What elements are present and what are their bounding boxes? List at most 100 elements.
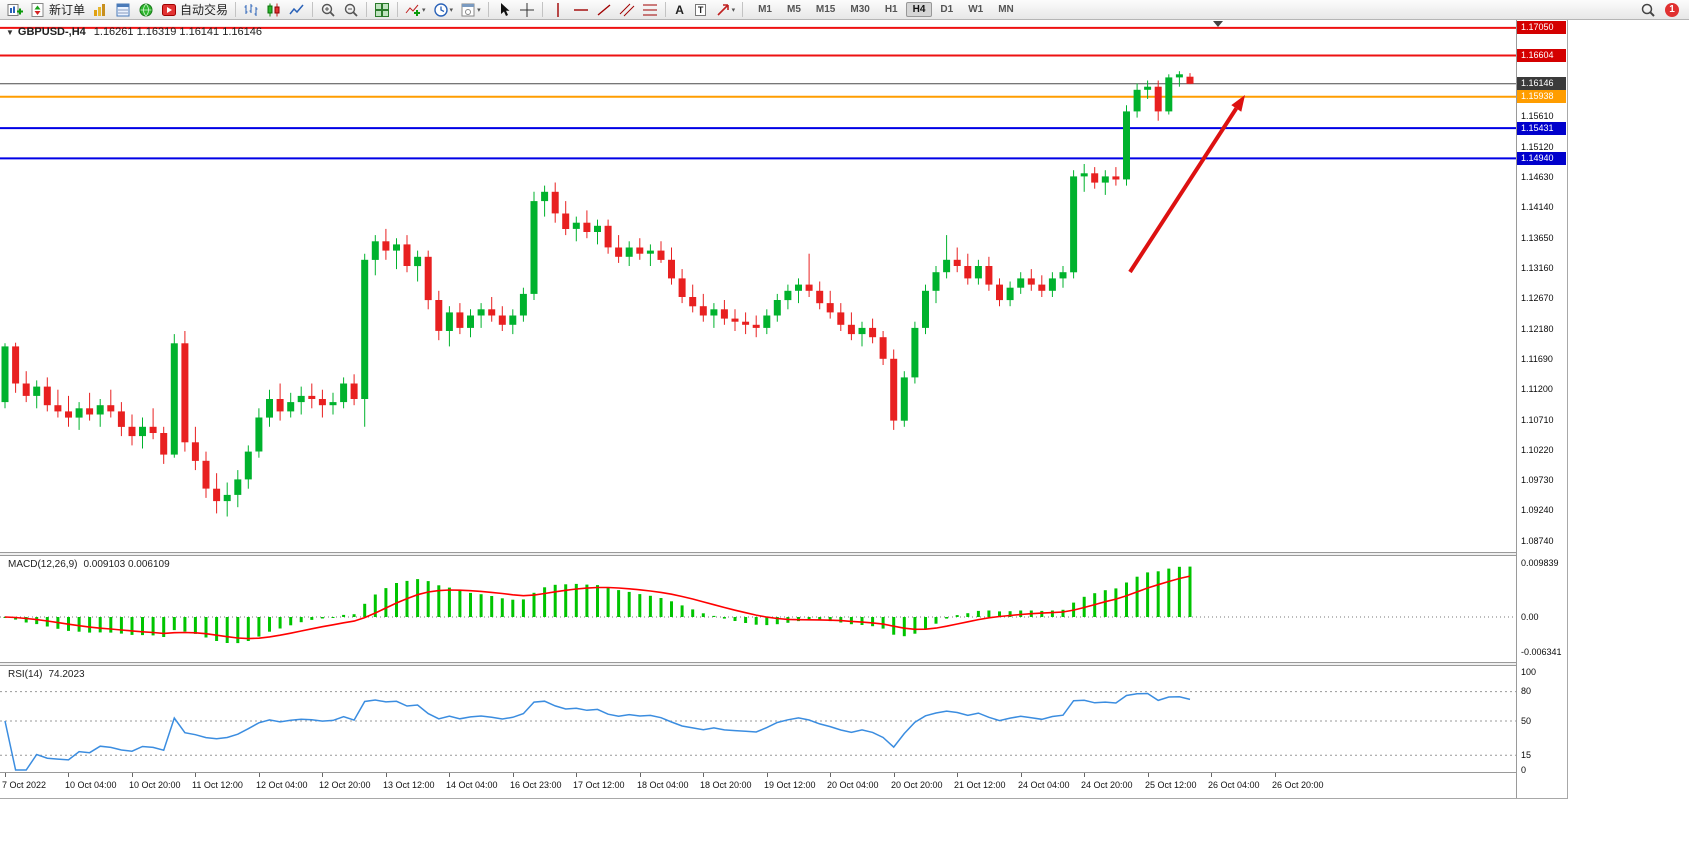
templates-button[interactable]: ▾ [457, 1, 484, 19]
toolbar-separator [541, 2, 543, 17]
chevron-down-icon: ▾ [449, 6, 454, 14]
text-button[interactable]: A [670, 1, 690, 19]
time-tick [1084, 773, 1085, 777]
ohlc-values: 1.16261 1.16319 1.16141 1.16146 [93, 26, 262, 38]
auto-trading-button[interactable]: 自动交易 [158, 1, 231, 19]
price-tick: 1.12670 [1521, 293, 1554, 303]
timeframe-mn-button[interactable]: MN [998, 4, 1014, 15]
symbol-period-label: GBPUSD-,H4 [17, 26, 86, 38]
periods-button[interactable]: ▾ [430, 1, 457, 19]
label-tool-icon: T [694, 3, 707, 16]
time-axis[interactable]: 7 Oct 2022 10 Oct 04:00 10 Oct 20:00 11 Oct… [0, 772, 1566, 799]
timeframe-buttons: M1 M5 M15 M30 H1 H4 D1 W1 MN [751, 2, 1021, 17]
time-tick [957, 773, 958, 777]
timeframe-w1-button[interactable]: W1 [968, 4, 984, 15]
zoom-out-icon [344, 3, 358, 17]
rsi-pane-canvas[interactable] [0, 666, 1516, 772]
auto-trading-label: 自动交易 [180, 3, 229, 17]
line-chart-button[interactable] [286, 1, 308, 19]
price-tick: 1.09730 [1521, 475, 1554, 485]
price-level-lines [0, 26, 1516, 160]
rsi-axis-label: 0 [1521, 765, 1527, 775]
time-tick [894, 773, 895, 777]
time-tick [1021, 773, 1022, 777]
macd-values: 0.009103 0.006109 [83, 559, 170, 570]
chart-window: 7 Oct 2022 10 Oct 04:00 10 Oct 20:00 11 Oct… [0, 20, 1568, 799]
toolbar-separator [742, 2, 744, 17]
navigator-icon [139, 3, 153, 16]
zoom-in-button[interactable] [317, 1, 339, 19]
trendline-button[interactable] [593, 1, 615, 19]
chart-shift-marker[interactable] [1213, 21, 1223, 27]
price-tick: 1.15610 [1521, 111, 1554, 121]
time-label: 16 Oct 23:00 [510, 780, 562, 790]
time-label: 18 Oct 20:00 [700, 780, 752, 790]
rsi-axis-label: 15 [1521, 750, 1532, 760]
timeframe-m15-button[interactable]: M15 [815, 4, 836, 15]
notification-badge[interactable]: 1 [1665, 2, 1679, 17]
candlestick-chart-icon [267, 3, 280, 16]
price-axis[interactable]: 1.15610 1.15120 1.14630 1.14140 1.13650 1.131… [1516, 20, 1566, 798]
time-tick [5, 773, 6, 777]
horizontal-line-button[interactable] [570, 1, 592, 19]
vertical-line-button[interactable] [547, 1, 569, 19]
crosshair-icon [519, 2, 534, 17]
cursor-button[interactable] [493, 1, 515, 19]
label-button[interactable]: T [691, 1, 711, 19]
time-label: 10 Oct 04:00 [65, 780, 117, 790]
navigator-button[interactable] [135, 1, 157, 19]
arrows-button[interactable]: ▾ [712, 1, 739, 19]
chart-menu-icon[interactable]: ▼ [6, 28, 14, 37]
chart-title: ▼ GBPUSD-,H4 1.16261 1.16319 1.16141 1.161… [6, 26, 262, 38]
bars-chart-icon [244, 3, 258, 16]
main-toolbar: 新订单 自动交易 [0, 0, 1689, 20]
macd-signal-line [4, 575, 1191, 640]
time-label: 19 Oct 12:00 [764, 780, 816, 790]
timeframe-m30-button[interactable]: M30 [850, 4, 870, 15]
toolbar-separator [312, 2, 314, 17]
time-tick [576, 773, 577, 777]
time-tick [132, 773, 133, 777]
market-watch-button[interactable] [89, 1, 111, 19]
data-window-button[interactable] [112, 1, 134, 19]
timeframe-m1-button[interactable]: M1 [758, 4, 772, 15]
time-label: 12 Oct 04:00 [256, 780, 308, 790]
price-tick: 1.12180 [1521, 324, 1554, 334]
macd-pane-canvas[interactable] [0, 556, 1516, 662]
horizontal-line-icon [573, 8, 588, 11]
indicators-button[interactable]: ▾ [402, 1, 429, 19]
toolbar-separator [366, 2, 368, 17]
channel-button[interactable] [616, 1, 638, 19]
macd-indicator-label: MACD(12,26,9) 0.009103 0.006109 [8, 559, 170, 570]
bars-chart-button[interactable] [240, 1, 262, 19]
new-order-button[interactable]: 新订单 [27, 1, 88, 19]
line-chart-icon [289, 4, 304, 14]
tile-windows-button[interactable] [371, 1, 393, 19]
zoom-out-button[interactable] [340, 1, 362, 19]
timeframe-h1-button[interactable]: H1 [884, 4, 898, 15]
timeframe-d1-button[interactable]: D1 [940, 4, 954, 15]
time-label: 26 Oct 04:00 [1208, 780, 1260, 790]
crosshair-button[interactable] [516, 1, 538, 19]
pane-separator-macd[interactable] [0, 552, 1566, 556]
time-label: 7 Oct 2022 [2, 780, 47, 790]
price-tick: 1.13160 [1521, 263, 1554, 273]
new-chart-button[interactable] [4, 1, 26, 19]
time-tick [449, 773, 450, 777]
time-label: 17 Oct 12:00 [573, 780, 625, 790]
new-order-label: 新订单 [49, 3, 86, 17]
price-tick: 1.13650 [1521, 233, 1554, 243]
time-label: 20 Oct 20:00 [891, 780, 943, 790]
toolbar-separator [664, 2, 666, 17]
fibonacci-button[interactable] [639, 1, 661, 19]
candlestick-chart-button[interactable] [263, 1, 285, 19]
search-button[interactable] [1637, 1, 1659, 19]
timeframe-m5-button[interactable]: M5 [787, 4, 801, 15]
timeframe-h4-button[interactable]: H4 [905, 2, 933, 17]
pane-separator-rsi[interactable] [0, 662, 1566, 666]
trendline-icon [597, 3, 611, 16]
trend-arrow-annotation[interactable] [1128, 95, 1245, 274]
templates-icon [461, 3, 475, 16]
main-chart-canvas[interactable] [0, 21, 1516, 552]
